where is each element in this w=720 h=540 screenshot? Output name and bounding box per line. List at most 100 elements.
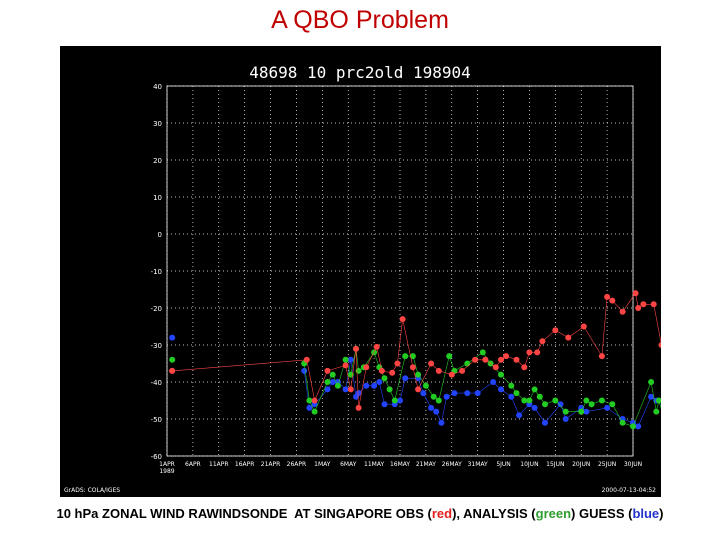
data-point-guess — [169, 334, 176, 341]
data-point-analysis — [498, 371, 504, 378]
data-point-analysis — [619, 419, 626, 426]
data-point-analysis — [526, 397, 533, 404]
data-point-guess — [516, 412, 523, 419]
plot-panel: 48698 10 prc2old 198904 40 30 20 10 0 -10 -20 -3… — [60, 46, 661, 497]
data-point-obs — [609, 297, 616, 304]
data-point-guess — [635, 423, 642, 430]
caption-prefix: 10 hPa ZONAL WIND RAWINDSONDE AT SINGAPO… — [56, 506, 432, 521]
footer-left: GrADS: COLA/IGES — [64, 487, 120, 494]
data-point-analysis — [355, 367, 362, 374]
data-point-guess — [347, 356, 354, 363]
x-tick-label: 5JUN — [496, 461, 510, 468]
data-point-guess — [583, 408, 590, 415]
x-tick-label: 11APR — [209, 461, 229, 468]
data-point-obs — [539, 338, 546, 345]
data-point-obs — [598, 353, 605, 360]
data-point-analysis — [342, 356, 349, 363]
data-point-analysis — [562, 408, 569, 415]
data-point-obs — [363, 364, 370, 371]
data-point-analysis — [391, 397, 398, 404]
data-point-obs — [394, 360, 401, 367]
data-point-guess — [562, 416, 569, 422]
data-point-guess — [464, 390, 471, 397]
data-point-guess — [451, 390, 458, 397]
x-tick-label: 11MAY — [364, 461, 384, 468]
data-point-obs — [482, 356, 489, 363]
data-point-obs — [428, 360, 435, 367]
data-point-guess — [402, 375, 409, 382]
data-point-analysis — [583, 397, 590, 404]
data-point-obs — [448, 371, 455, 378]
caption-red-word: red — [431, 506, 453, 521]
caption-mid-2: ) GUESS ( — [571, 506, 633, 521]
data-point-obs — [415, 386, 422, 393]
data-point-obs — [526, 349, 533, 356]
x-tick-label: 1APR — [159, 461, 175, 468]
x-tick-label: 10JUN — [520, 461, 538, 468]
data-point-guess — [397, 397, 403, 404]
data-point-analysis — [542, 401, 548, 408]
x-tick-label: 6MAY — [340, 461, 357, 468]
data-point-guess — [498, 386, 504, 393]
data-point-obs — [640, 301, 647, 308]
caption-green-word: green — [535, 506, 572, 521]
data-point-analysis — [588, 401, 595, 408]
x-tick-label: 30JUN — [624, 461, 642, 468]
x-tick-label: 16MAY — [390, 461, 410, 468]
data-point-analysis — [402, 353, 409, 360]
data-point-analysis — [381, 375, 388, 382]
data-point-obs — [580, 323, 587, 330]
data-point-obs — [658, 342, 661, 348]
qbo-chart: 48698 10 prc2old 198904 40 30 20 10 0 -10 -20 -3… — [64, 63, 661, 494]
data-point-guess — [420, 390, 427, 397]
data-point-guess — [355, 390, 362, 397]
data-point-analysis — [430, 393, 437, 400]
x-tick-label: 1MAY — [314, 461, 331, 468]
data-point-obs — [389, 369, 396, 376]
data-point-obs — [472, 356, 479, 363]
slide-title: A QBO Problem — [271, 6, 449, 34]
data-point-analysis — [415, 371, 422, 378]
data-point-analysis — [306, 397, 313, 404]
data-point-analysis — [648, 379, 655, 385]
data-point-analysis — [513, 390, 520, 397]
x-tick-label: 6APR — [185, 461, 201, 468]
data-point-obs — [324, 367, 331, 374]
caption-suffix: ) — [659, 506, 664, 521]
x-tick-label: 25JUN — [598, 461, 616, 468]
data-point-analysis — [531, 386, 538, 393]
data-point-analysis — [508, 382, 515, 389]
data-point-obs — [355, 404, 362, 411]
data-point-analysis — [552, 397, 559, 404]
x-tick-label: 21MAY — [416, 461, 436, 468]
y-tick-label: 20 — [153, 157, 162, 165]
data-point-obs — [513, 356, 520, 363]
data-point-analysis — [598, 397, 605, 404]
data-point-analysis — [630, 423, 636, 430]
y-tick-label: -10 — [151, 268, 162, 276]
data-point-obs — [619, 308, 626, 315]
data-point-analysis — [324, 379, 331, 385]
data-point-guess — [324, 386, 331, 393]
data-point-analysis — [409, 353, 416, 360]
footer-right: 2000-07-13-04:52 — [602, 487, 657, 494]
data-point-obs — [435, 367, 442, 374]
data-point-analysis — [334, 382, 341, 389]
y-tick-label: -40 — [151, 379, 162, 387]
chart-title: 48698 10 prc2old 198904 — [249, 63, 471, 82]
data-point-guess — [363, 382, 370, 389]
data-point-obs — [604, 293, 611, 300]
data-point-obs — [399, 316, 406, 323]
data-point-guess — [531, 404, 538, 411]
x-tick-label: 26MAY — [442, 461, 462, 468]
caption-blue-word: blue — [632, 506, 660, 521]
y-tick-label: -60 — [151, 453, 162, 461]
plot-frame — [166, 85, 634, 457]
x-tick-label: 21APR — [261, 461, 281, 468]
data-point-analysis — [479, 349, 486, 356]
x-tick-label: 1989 — [159, 468, 174, 475]
data-point-guess — [438, 419, 445, 426]
data-point-guess — [306, 404, 313, 411]
data-point-obs — [409, 364, 416, 371]
data-point-guess — [301, 367, 308, 374]
